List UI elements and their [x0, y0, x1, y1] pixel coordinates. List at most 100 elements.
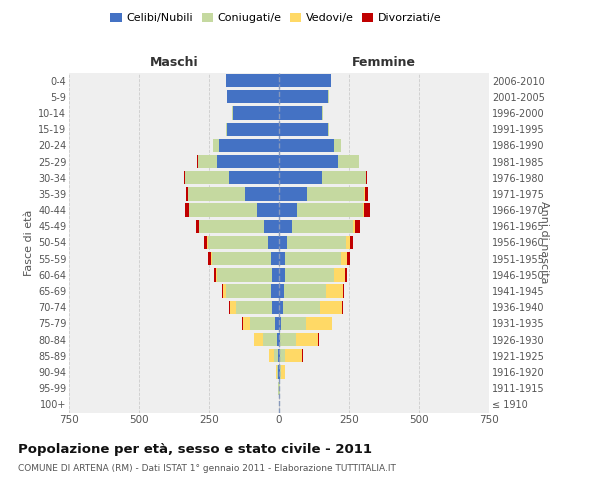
Bar — [213, 138, 219, 152]
Bar — [343, 284, 344, 298]
Bar — [279, 122, 328, 136]
Bar — [296, 333, 318, 346]
Bar — [326, 284, 343, 298]
Bar — [226, 122, 227, 136]
Bar — [279, 220, 292, 233]
Bar — [221, 284, 223, 298]
Bar — [353, 220, 355, 233]
Bar — [257, 204, 279, 217]
Y-axis label: Anni di nascita: Anni di nascita — [539, 201, 549, 283]
Bar — [281, 366, 285, 378]
Bar — [322, 171, 366, 184]
Bar — [229, 171, 279, 184]
Bar — [277, 333, 279, 346]
Bar — [212, 252, 271, 266]
Bar — [279, 188, 307, 200]
Bar — [341, 252, 347, 266]
Bar — [272, 268, 279, 281]
Bar — [364, 204, 370, 217]
Bar — [366, 171, 367, 184]
Bar — [229, 300, 230, 314]
Bar — [263, 220, 279, 233]
Bar — [363, 204, 364, 217]
Bar — [334, 268, 345, 281]
Bar — [279, 74, 331, 87]
Bar — [223, 284, 226, 298]
Bar — [283, 300, 320, 314]
Bar — [217, 268, 272, 281]
Bar — [188, 188, 245, 200]
Bar — [236, 300, 272, 314]
Bar — [233, 106, 279, 120]
Bar — [346, 236, 350, 249]
Bar — [281, 317, 307, 330]
Bar — [279, 236, 287, 249]
Bar — [350, 236, 353, 249]
Bar — [245, 188, 279, 200]
Bar — [216, 268, 217, 281]
Bar — [279, 300, 283, 314]
Bar — [227, 122, 279, 136]
Bar — [199, 220, 263, 233]
Bar — [280, 349, 286, 362]
Bar — [285, 252, 341, 266]
Bar — [271, 252, 279, 266]
Bar — [198, 155, 217, 168]
Text: Maschi: Maschi — [149, 56, 199, 69]
Legend: Celibi/Nubili, Coniugati/e, Vedovi/e, Divorziati/e: Celibi/Nubili, Coniugati/e, Vedovi/e, Di… — [106, 8, 446, 28]
Text: Popolazione per età, sesso e stato civile - 2011: Popolazione per età, sesso e stato civil… — [18, 442, 372, 456]
Bar — [186, 188, 188, 200]
Bar — [279, 155, 338, 168]
Bar — [263, 333, 277, 346]
Bar — [275, 317, 279, 330]
Text: COMUNE DI ARTENA (RM) - Dati ISTAT 1° gennaio 2011 - Elaborazione TUTTITALIA.IT: COMUNE DI ARTENA (RM) - Dati ISTAT 1° ge… — [18, 464, 396, 473]
Bar — [208, 252, 211, 266]
Bar — [320, 300, 342, 314]
Bar — [365, 188, 368, 200]
Bar — [307, 317, 332, 330]
Bar — [279, 268, 284, 281]
Bar — [279, 138, 334, 152]
Bar — [297, 204, 363, 217]
Bar — [242, 317, 250, 330]
Bar — [217, 155, 279, 168]
Bar — [284, 268, 334, 281]
Bar — [185, 171, 229, 184]
Bar — [328, 122, 329, 136]
Bar — [334, 138, 341, 152]
Bar — [279, 349, 280, 362]
Bar — [232, 106, 233, 120]
Bar — [219, 138, 279, 152]
Bar — [227, 90, 279, 104]
Bar — [287, 236, 346, 249]
Bar — [318, 333, 319, 346]
Bar — [279, 90, 328, 104]
Bar — [279, 204, 297, 217]
Bar — [307, 188, 364, 200]
Bar — [272, 300, 279, 314]
Bar — [190, 204, 257, 217]
Bar — [274, 349, 278, 362]
Bar — [230, 300, 236, 314]
Bar — [345, 268, 347, 281]
Bar — [277, 366, 278, 378]
Bar — [338, 155, 359, 168]
Bar — [279, 106, 322, 120]
Bar — [292, 220, 353, 233]
Bar — [250, 317, 275, 330]
Bar — [254, 333, 263, 346]
Bar — [279, 284, 284, 298]
Bar — [269, 349, 274, 362]
Bar — [280, 366, 281, 378]
Bar — [226, 284, 271, 298]
Y-axis label: Fasce di età: Fasce di età — [23, 210, 34, 276]
Bar — [279, 333, 280, 346]
Bar — [185, 204, 189, 217]
Bar — [196, 220, 199, 233]
Bar — [184, 171, 185, 184]
Bar — [279, 317, 281, 330]
Bar — [347, 252, 350, 266]
Bar — [286, 349, 302, 362]
Bar — [268, 236, 279, 249]
Bar — [280, 333, 296, 346]
